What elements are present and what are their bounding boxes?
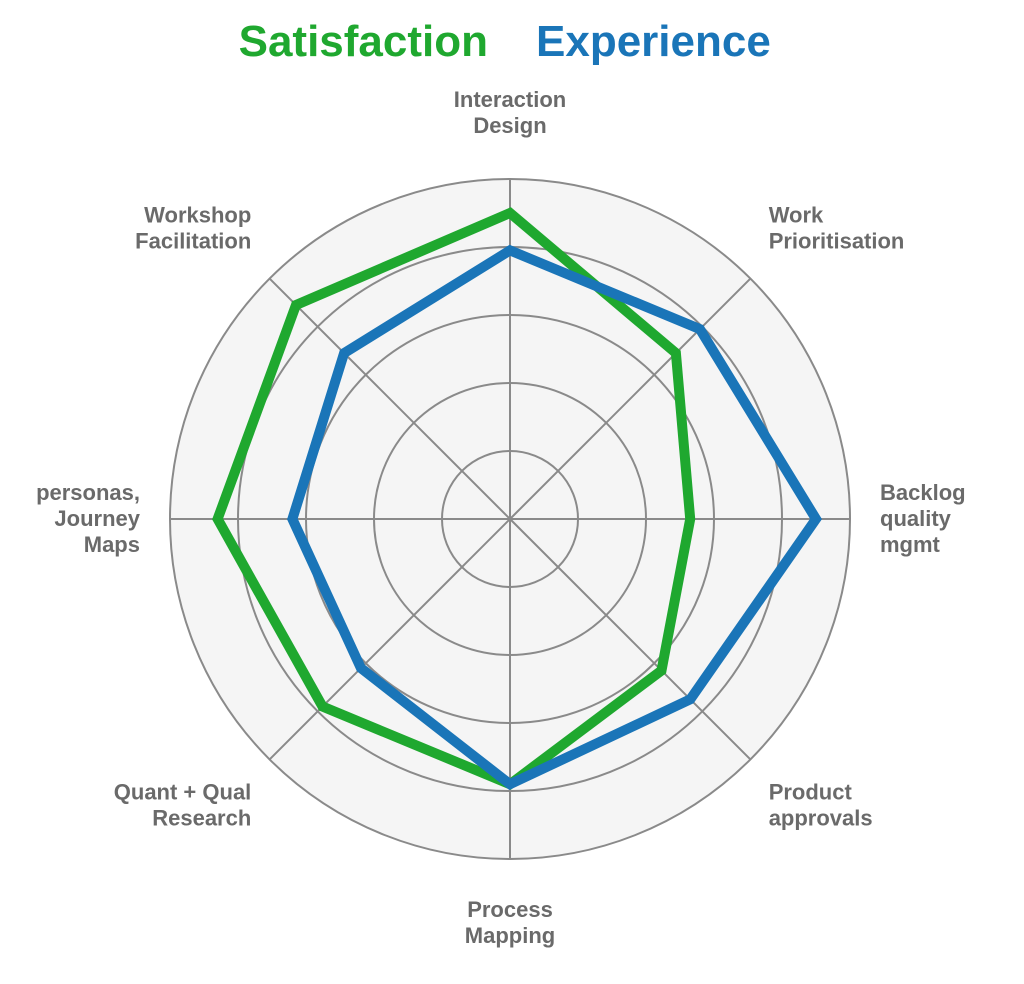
axis-label-line: Quant + Qual (114, 780, 252, 805)
axis-label-7: personas, Journey Maps (36, 480, 141, 557)
radar-series (212, 207, 822, 791)
series-line-experience (287, 244, 822, 791)
axis-labels: Interaction Design Work Prioritisation Backl… (36, 87, 966, 948)
axis-label-line: Research (152, 806, 251, 831)
axis-label-line: Product (769, 780, 853, 805)
axis-label-line: Process (467, 897, 553, 922)
axis-label-line: personas, (36, 480, 140, 505)
axis-label-4: Product approvals (769, 780, 873, 831)
axis-label-line: mgmt (880, 532, 941, 557)
axis-spoke-2 (509, 277, 752, 520)
axis-label-1: Interaction Design (454, 87, 566, 138)
axis-label-line: approvals (769, 806, 873, 831)
axis-label-line: quality (880, 506, 952, 531)
legend-experience: Experience (536, 17, 771, 66)
axis-label-line: Maps (84, 532, 140, 557)
radar-grid (169, 178, 851, 860)
axis-label-8: Workshop Facilitation (135, 202, 251, 253)
axis-label-line: Workshop (144, 202, 251, 227)
axis-spoke-8 (268, 277, 511, 520)
axis-label-2: Work Prioritisation (769, 202, 905, 253)
axis-label-line: Backlog (880, 480, 966, 505)
axis-label-3: Backlog quality mgmt (880, 480, 966, 557)
axis-label-line: Facilitation (135, 228, 251, 253)
legend: Satisfaction Experience (239, 17, 771, 66)
axis-label-line: Work (769, 202, 824, 227)
axis-label-5: Process Mapping (465, 897, 555, 948)
axis-label-line: Interaction (454, 87, 566, 112)
axis-label-line: Journey (54, 506, 140, 531)
axis-label-line: Mapping (465, 923, 555, 948)
axis-label-6: Quant + Qual Research (114, 780, 252, 831)
axis-spoke-4 (509, 518, 752, 761)
axis-spoke-6 (268, 518, 511, 761)
axis-label-line: Design (473, 113, 546, 138)
legend-satisfaction: Satisfaction (239, 17, 488, 66)
axis-label-line: Prioritisation (769, 228, 905, 253)
